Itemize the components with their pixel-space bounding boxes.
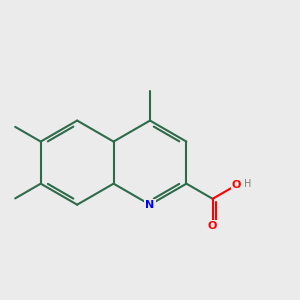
Text: H: H [244,179,252,189]
Text: O: O [208,221,217,231]
Text: O: O [232,180,241,190]
Text: N: N [146,200,154,210]
